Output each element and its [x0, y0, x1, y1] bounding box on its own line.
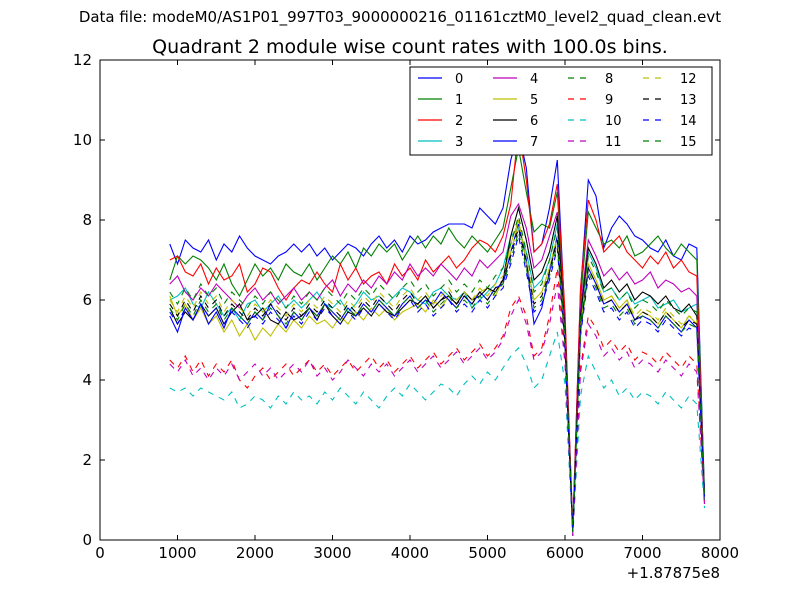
x-tick-label: 3000	[313, 544, 351, 562]
y-tick-label: 12	[73, 51, 92, 69]
legend-label-10: 10	[605, 114, 622, 129]
series-line-11	[169, 283, 706, 537]
data-file-title: Data file: modeM0/AS1P01_997T03_90000002…	[78, 8, 722, 26]
series-line-2	[169, 127, 706, 529]
series-line-0	[169, 131, 706, 529]
legend-label-4: 4	[530, 72, 538, 87]
legend-label-9: 9	[605, 93, 613, 108]
series-line-9	[169, 267, 706, 537]
x-tick-label: 1000	[158, 544, 196, 562]
series-line-15	[169, 231, 706, 533]
legend-label-2: 2	[455, 114, 463, 129]
y-tick-label: 8	[82, 211, 92, 229]
tick-layer: 0 1000 2000 3000 4000 5000 6000 7000 80000246810…	[73, 51, 739, 562]
x-tick-label: 0	[95, 544, 105, 562]
legend-label-11: 11	[605, 135, 622, 150]
legend-label-0: 0	[455, 72, 463, 87]
legend-label-1: 1	[455, 93, 463, 108]
legend-label-3: 3	[455, 135, 463, 150]
x-tick-label: 2000	[236, 544, 274, 562]
legend-label-12: 12	[680, 72, 697, 87]
series-layer	[169, 127, 706, 537]
x-tick-label: 7000	[623, 544, 661, 562]
x-tick-label: 8000	[701, 544, 739, 562]
x-tick-label: 5000	[468, 544, 506, 562]
series-line-8	[169, 215, 706, 533]
x-tick-label: 4000	[391, 544, 429, 562]
series-line-13	[169, 227, 706, 533]
legend-box	[409, 66, 713, 156]
x-tick-label: 6000	[546, 544, 584, 562]
y-tick-label: 4	[82, 371, 92, 389]
x-offset-label: +1.87875e8	[627, 564, 720, 582]
y-tick-label: 6	[82, 291, 92, 309]
legend-label-6: 6	[530, 114, 538, 129]
legend-label-8: 8	[605, 72, 613, 87]
series-line-14	[169, 235, 706, 533]
y-tick-label: 2	[82, 451, 92, 469]
series-line-4	[169, 202, 706, 533]
legend-label-5: 5	[530, 93, 538, 108]
legend-label-13: 13	[680, 93, 697, 108]
y-tick-label: 10	[73, 131, 92, 149]
series-line-5	[169, 219, 706, 533]
series-line-6	[169, 205, 706, 533]
series-line-1	[169, 147, 706, 533]
legend-label-14: 14	[680, 114, 697, 129]
chart-title: Quadrant 2 module wise count rates with …	[152, 36, 668, 58]
y-tick-label: 0	[82, 531, 92, 549]
legend-label-15: 15	[680, 135, 697, 150]
legend-label-7: 7	[530, 135, 538, 150]
